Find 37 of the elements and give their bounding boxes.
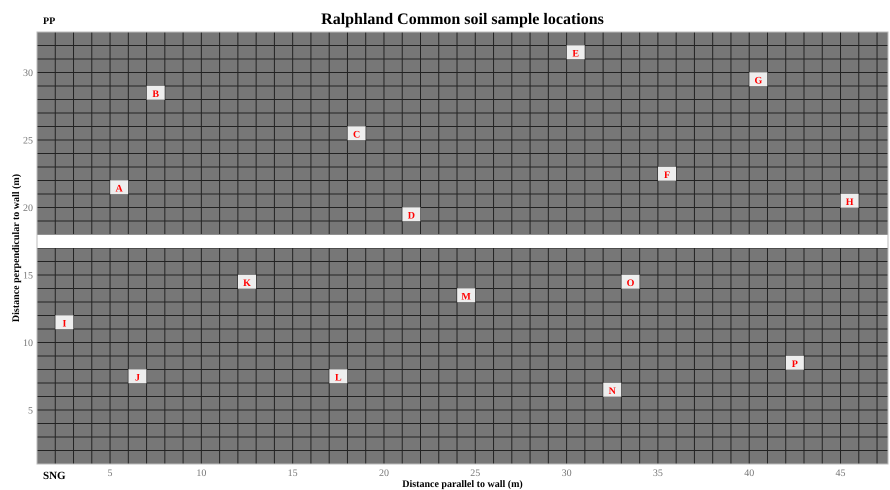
- x-tick-label: 45: [836, 468, 846, 479]
- x-tick-label: 15: [288, 468, 298, 479]
- x-tick-label: 20: [378, 468, 389, 479]
- x-tick-label: 10: [196, 468, 206, 479]
- point: [55, 315, 74, 330]
- y-tick-label: 5: [28, 406, 33, 416]
- x-axis-title: Distance parallel to wall (m): [402, 479, 523, 490]
- text: SNG: [43, 470, 66, 482]
- data-label: E: [572, 48, 580, 60]
- y-axis-title: Distance perpendicular to wall (m): [11, 174, 22, 322]
- y-tick-label: 10: [23, 338, 33, 349]
- x-tick-label: 25: [470, 468, 480, 479]
- data-label: J: [134, 372, 140, 384]
- data-label: H: [846, 196, 854, 208]
- data-label: I: [62, 318, 66, 330]
- data-label: L: [334, 372, 342, 384]
- y-tick-label: 20: [23, 203, 33, 214]
- x-tick-label: 40: [744, 468, 754, 479]
- data-label: C: [352, 129, 360, 140]
- data-label: D: [408, 210, 415, 222]
- x-tick-label: 30: [562, 468, 572, 479]
- y-tick-label: 15: [23, 270, 33, 282]
- data-label: O: [626, 278, 635, 289]
- x-tick-label: 5: [108, 468, 113, 479]
- y-tick-label: 25: [23, 136, 33, 146]
- data-label: K: [243, 278, 252, 289]
- data-label: B: [152, 88, 160, 100]
- data-label: P: [792, 358, 798, 370]
- chart-title: Ralphland Common soil sample locations: [321, 11, 604, 28]
- y-tick-label: 30: [23, 68, 33, 79]
- x-tick-label: 35: [652, 468, 663, 479]
- data-label: G: [754, 75, 762, 86]
- data-label: N: [608, 386, 617, 397]
- data-label: A: [116, 183, 124, 194]
- data-label: F: [664, 170, 670, 181]
- data-label: M: [461, 291, 472, 302]
- text: PP: [43, 16, 56, 27]
